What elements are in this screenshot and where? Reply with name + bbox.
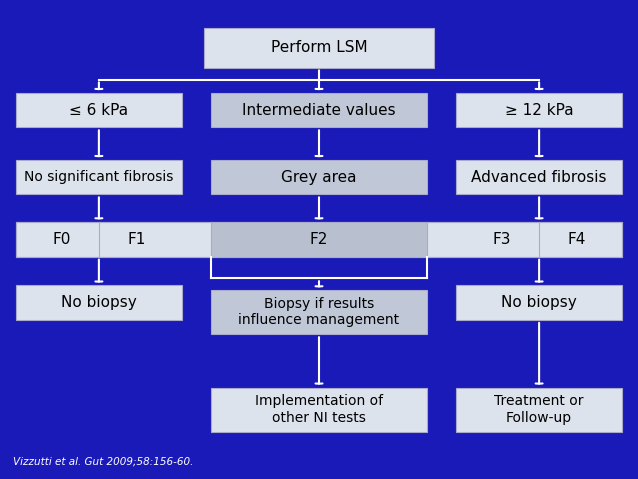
Text: Implementation of
other NI tests: Implementation of other NI tests — [255, 394, 383, 425]
Text: Treatment or
Follow-up: Treatment or Follow-up — [494, 394, 584, 425]
FancyBboxPatch shape — [211, 290, 427, 334]
Text: No significant fibrosis: No significant fibrosis — [24, 170, 174, 184]
Text: Perform LSM: Perform LSM — [271, 40, 367, 56]
FancyBboxPatch shape — [211, 160, 427, 194]
FancyBboxPatch shape — [16, 93, 182, 127]
Text: F2: F2 — [310, 232, 328, 247]
FancyBboxPatch shape — [211, 222, 427, 257]
FancyBboxPatch shape — [211, 93, 427, 127]
FancyBboxPatch shape — [456, 160, 622, 194]
Text: Biopsy if results
influence management: Biopsy if results influence management — [239, 297, 399, 328]
Text: ≥ 12 kPa: ≥ 12 kPa — [505, 103, 574, 118]
Text: Vizzutti et al. Gut 2009;58:156-60.: Vizzutti et al. Gut 2009;58:156-60. — [13, 457, 193, 467]
FancyBboxPatch shape — [204, 28, 434, 68]
Text: ≤ 6 kPa: ≤ 6 kPa — [70, 103, 128, 118]
FancyBboxPatch shape — [456, 285, 622, 320]
Text: Grey area: Grey area — [281, 170, 357, 185]
Text: Advanced fibrosis: Advanced fibrosis — [471, 170, 607, 185]
FancyBboxPatch shape — [16, 285, 182, 320]
Text: Intermediate values: Intermediate values — [242, 103, 396, 118]
Text: No biopsy: No biopsy — [61, 295, 137, 310]
Text: F4: F4 — [568, 232, 586, 247]
FancyBboxPatch shape — [16, 222, 622, 257]
FancyBboxPatch shape — [16, 160, 182, 194]
Text: F3: F3 — [493, 232, 510, 247]
FancyBboxPatch shape — [211, 388, 427, 432]
FancyBboxPatch shape — [456, 388, 622, 432]
Text: F1: F1 — [128, 232, 145, 247]
FancyBboxPatch shape — [456, 93, 622, 127]
Text: No biopsy: No biopsy — [501, 295, 577, 310]
Text: F0: F0 — [52, 232, 70, 247]
